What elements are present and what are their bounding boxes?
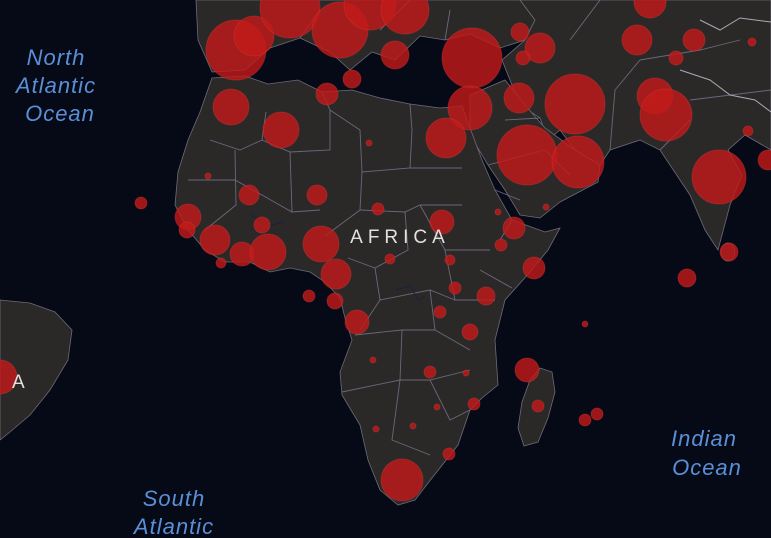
bubble[interactable]	[742, 125, 754, 137]
bubble[interactable]	[510, 22, 530, 42]
bubble[interactable]	[262, 111, 300, 149]
map-labels: North Atlantic Ocean South Atlantic Indi…	[12, 45, 742, 538]
bubble[interactable]	[134, 196, 148, 210]
bubble[interactable]	[315, 82, 339, 106]
bubble[interactable]	[448, 281, 462, 295]
bubble[interactable]	[494, 238, 508, 252]
bubble[interactable]	[249, 233, 287, 271]
bubble[interactable]	[204, 172, 212, 180]
bubble[interactable]	[494, 208, 502, 216]
bubble[interactable]	[365, 139, 373, 147]
bubble[interactable]	[467, 397, 481, 411]
bubble[interactable]	[668, 50, 684, 66]
south-america-landmass	[0, 299, 73, 441]
bubble[interactable]	[677, 268, 697, 288]
case-bubbles[interactable]	[0, 0, 771, 502]
south-atlantic-label-line2: Atlantic	[132, 514, 214, 538]
bubble[interactable]	[326, 292, 344, 310]
bubble[interactable]	[476, 286, 496, 306]
bubble[interactable]	[178, 221, 196, 239]
bubble[interactable]	[682, 28, 706, 52]
bubble[interactable]	[238, 184, 260, 206]
bubble[interactable]	[425, 117, 467, 159]
bubble[interactable]	[447, 85, 493, 131]
bubble[interactable]	[531, 399, 545, 413]
bubble[interactable]	[433, 305, 447, 319]
bubble[interactable]	[429, 209, 455, 235]
bubble[interactable]	[344, 309, 370, 335]
bubble[interactable]	[514, 357, 540, 383]
bubble[interactable]	[0, 359, 18, 395]
bubble[interactable]	[380, 0, 430, 35]
bubble[interactable]	[522, 256, 546, 280]
bubble[interactable]	[524, 32, 556, 64]
bubble[interactable]	[380, 458, 424, 502]
indian-ocean-label-line2: Ocean	[672, 455, 742, 480]
bubble[interactable]	[502, 216, 526, 240]
bubble[interactable]	[371, 202, 385, 216]
bubble[interactable]	[639, 88, 693, 142]
bubble[interactable]	[691, 149, 747, 205]
bubble[interactable]	[253, 216, 271, 234]
bubble[interactable]	[259, 0, 321, 39]
bubble[interactable]	[212, 88, 250, 126]
bubble[interactable]	[551, 135, 605, 189]
bubble[interactable]	[423, 365, 437, 379]
bubble[interactable]	[233, 15, 275, 57]
bubble[interactable]	[590, 407, 604, 421]
bubble[interactable]	[199, 224, 231, 256]
bubble[interactable]	[320, 258, 352, 290]
north-atlantic-label-line2: Atlantic	[14, 73, 96, 98]
bubble[interactable]	[503, 82, 535, 114]
bubble[interactable]	[380, 40, 410, 70]
bubble[interactable]	[578, 413, 592, 427]
bubble[interactable]	[633, 0, 667, 19]
landmasses	[0, 0, 771, 506]
bubble[interactable]	[496, 124, 558, 186]
bubble[interactable]	[542, 203, 550, 211]
bubble[interactable]	[461, 323, 479, 341]
bubble[interactable]	[757, 149, 771, 171]
bubble[interactable]	[409, 422, 417, 430]
bubble[interactable]	[581, 320, 589, 328]
bubble[interactable]	[621, 24, 653, 56]
bubble[interactable]	[372, 425, 380, 433]
bubble[interactable]	[544, 73, 606, 135]
south-america-partial-label: A	[12, 372, 30, 393]
bubble[interactable]	[719, 242, 739, 262]
bubble[interactable]	[302, 289, 316, 303]
bubble[interactable]	[433, 403, 441, 411]
bubble[interactable]	[302, 225, 340, 263]
bubble[interactable]	[342, 69, 362, 89]
bubble[interactable]	[444, 254, 456, 266]
north-atlantic-label-line1: North	[27, 45, 86, 70]
bubble[interactable]	[215, 257, 227, 269]
bubble[interactable]	[369, 356, 377, 364]
bubble[interactable]	[442, 447, 456, 461]
north-atlantic-label-line3: Ocean	[25, 101, 95, 126]
south-atlantic-label-line1: South	[143, 486, 206, 511]
bubble[interactable]	[384, 253, 396, 265]
bubble[interactable]	[441, 27, 503, 89]
bubble[interactable]	[462, 369, 470, 377]
africa-label: AFRICA	[350, 227, 450, 248]
indian-ocean-label-line1: Indian	[671, 426, 737, 451]
bubble[interactable]	[515, 50, 531, 66]
bubble[interactable]	[306, 184, 328, 206]
bubble[interactable]	[747, 37, 757, 47]
